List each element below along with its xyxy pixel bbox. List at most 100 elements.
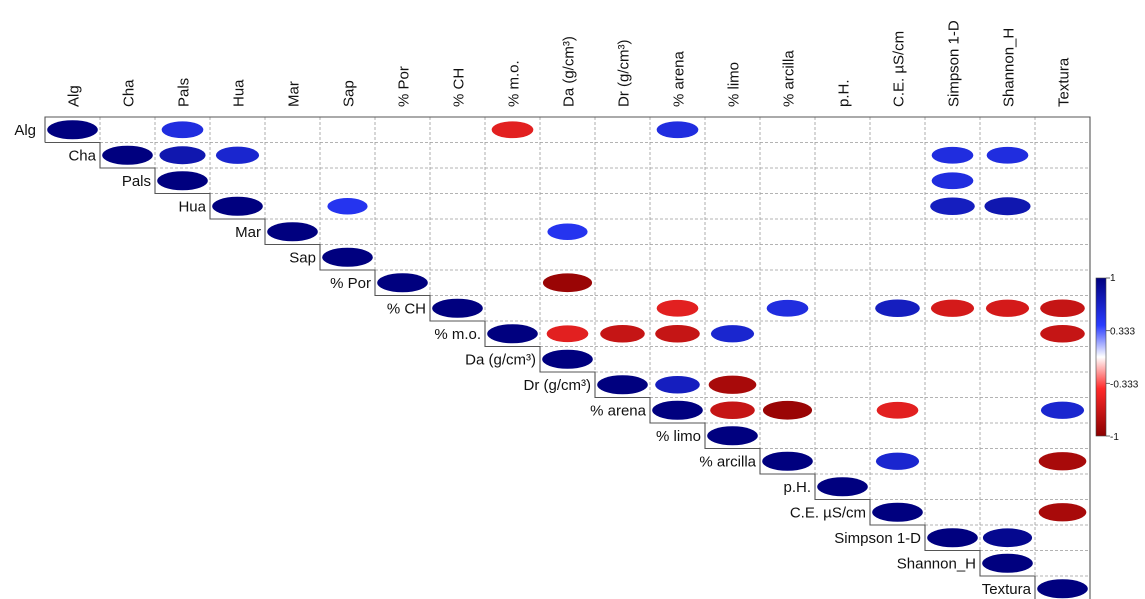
ellipse-alg-arena [656,121,699,139]
row-label-c-e-s-cm: C.E. µS/cm [790,504,866,521]
ellipse-hua-shannon-h [984,197,1031,216]
column-labels: Alg Cha Pals Hua Mar Sap % Por % CH % m.o. Da (g/… [66,20,1073,107]
col-label-alg: Alg [66,85,83,107]
ellipse-hua-simpson-1-d [930,197,975,216]
col-label-simpson-1-d: Simpson 1-D [946,20,963,107]
col-label-c-e-s-cm: C.E. µS/cm [891,31,908,107]
col-label-por: % Por [396,66,413,107]
ellipse-hua-hua [212,196,263,216]
row-label-m-o: % m.o. [434,326,481,343]
ellipse-c-e-s-cm-c-e-s-cm [872,502,923,522]
row-label-hua: Hua [178,198,206,215]
row-label-textura: Textura [982,581,1032,598]
row-label-p-h: p.H. [783,479,811,496]
ellipse-m-o-limo [710,325,755,343]
colorbar-ticks: 1 0.333 -0.333 -1 [1106,273,1139,443]
row-label-arena: % arena [590,402,647,419]
ellipse-alg-pals [161,121,204,139]
row-labels: Alg Cha Pals Hua Mar Sap % Por % CH % m.o. Da (g/… [14,122,1031,598]
ellipse-m-o-dr-g-cm [600,324,645,343]
lower-triangle-mask [44,116,1091,599]
row-label-alg: Alg [14,122,36,139]
ellipse-mar-mar [267,222,318,242]
ellipse-simpson-1-d-simpson-1-d [927,528,978,548]
col-label-arena: % arena [671,50,688,107]
ellipse-ch-arcilla [766,299,809,317]
ellipse-cha-cha [102,145,153,165]
ellipse-pals-pals [157,171,208,191]
row-label-mar: Mar [235,224,261,241]
matrix-frame [44,116,1091,599]
ellipse-cha-shannon-h [986,146,1029,164]
ellipse-por-da-g-cm [542,273,593,293]
ellipse-ch-c-e-s-cm [875,299,920,318]
ellipse-alg-m-o [491,121,534,139]
col-label-limo: % limo [726,62,743,107]
ellipse-shannon-h-shannon-h [982,553,1033,573]
row-label-sap: Sap [289,249,316,266]
ellipse-m-o-textura [1040,324,1085,343]
row-label-simpson-1-d: Simpson 1-D [834,530,921,547]
col-label-m-o: % m.o. [506,60,523,107]
ellipse-m-o-da-g-cm [546,325,589,343]
col-label-dr-g-cm: Dr (g/cm³) [616,40,633,108]
ellipse-ch-ch [432,298,483,318]
colorbar-tick-label: -1 [1110,432,1119,443]
ellipse-arena-limo [710,401,755,420]
row-label-pals: Pals [122,173,151,190]
ellipse-pals-simpson-1-d [931,172,974,190]
ellipse-arena-textura [1040,401,1085,419]
diagonal-staircase [45,141,1036,599]
col-label-sap: Sap [341,80,358,107]
colorbar: 1 0.333 -0.333 -1 [1095,273,1139,443]
colorbar-gradient [1095,277,1107,437]
colorbar-tick-label: -0.333 [1110,379,1139,390]
row-label-shannon-h: Shannon_H [897,555,976,572]
ellipse-dr-g-cm-arena [655,375,700,394]
ellipse-arcilla-c-e-s-cm [875,452,920,470]
ellipse-m-o-arena [655,324,700,343]
row-label-arcilla: % arcilla [699,453,756,470]
ellipse-limo-limo [707,426,758,446]
row-label-ch: % CH [387,300,426,317]
col-label-mar: Mar [286,81,303,107]
ellipse-c-e-s-cm-textura [1038,503,1087,522]
col-label-cha: Cha [121,79,138,107]
row-label-por: % Por [330,275,371,292]
col-label-ch: % CH [451,68,468,107]
ellipse-alg-alg [47,120,98,140]
col-label-hua: Hua [231,79,248,107]
ellipse-cha-hua [215,146,260,164]
col-label-textura: Textura [1056,57,1073,107]
colorbar-tick-label: 0.333 [1110,327,1135,338]
ellipse-arena-c-e-s-cm [876,401,919,419]
row-label-dr-g-cm: Dr (g/cm³) [524,377,592,394]
ellipse-dr-g-cm-dr-g-cm [597,375,648,395]
ellipse-por-por [377,273,428,293]
col-label-pals: Pals [176,78,193,107]
col-label-p-h: p.H. [836,79,853,107]
ellipse-da-g-cm-da-g-cm [542,349,593,369]
ellipse-dr-g-cm-limo [708,375,757,394]
correlation-ellipses [47,120,1088,599]
ellipse-hua-sap [327,198,368,215]
ellipse-ch-simpson-1-d [930,299,975,317]
ellipse-mar-da-g-cm [547,223,588,240]
ellipse-cha-simpson-1-d [931,146,974,164]
ellipse-arena-arcilla [762,400,813,420]
ellipse-arcilla-textura [1038,452,1087,471]
row-label-limo: % limo [656,428,701,445]
ellipse-textura-textura [1037,579,1088,599]
ellipse-sap-sap [322,247,373,267]
colorbar-tick-label: 1 [1110,273,1116,284]
ellipse-simpson-1-d-shannon-h [982,528,1033,548]
ellipse-arena-arena [652,400,703,420]
row-label-da-g-cm: Da (g/cm³) [465,351,536,368]
ellipse-ch-shannon-h [985,299,1030,317]
col-label-da-g-cm: Da (g/cm³) [561,36,578,107]
col-label-shannon-h: Shannon_H [1001,28,1018,107]
ellipse-m-o-m-o [487,324,538,344]
ellipse-ch-textura [1040,299,1085,318]
ellipse-arcilla-arcilla [762,451,813,471]
